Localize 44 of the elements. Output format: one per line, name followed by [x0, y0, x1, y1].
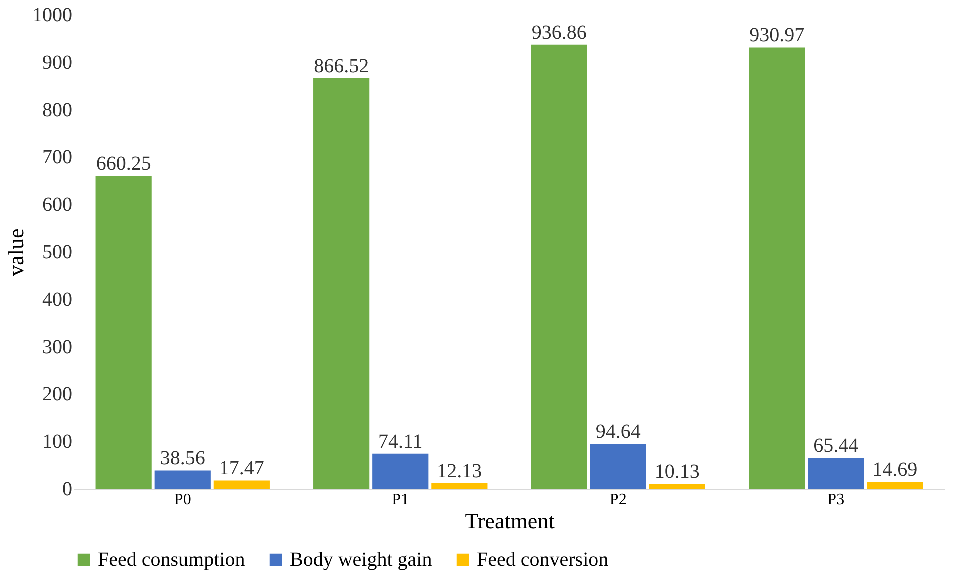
data-label: 74.11: [378, 430, 423, 453]
y-tick-label: 700: [42, 146, 72, 169]
x-axis-title: Treatment: [465, 508, 555, 534]
data-label: 936.86: [532, 22, 587, 44]
bar: [432, 483, 488, 489]
bar: [154, 470, 211, 489]
data-label: 12.13: [437, 460, 482, 482]
y-tick-label: 200: [42, 384, 72, 406]
bar: [649, 484, 706, 489]
data-label: 17.47: [219, 458, 264, 480]
data-label: 38.56: [160, 448, 206, 470]
data-label: 660.25: [96, 153, 152, 176]
bar: [531, 44, 588, 489]
y-tick-label: 0: [62, 478, 72, 500]
data-label: 94.64: [596, 421, 641, 444]
bar: [749, 48, 806, 489]
y-tick-label: 300: [42, 336, 72, 358]
y-tick-label: 400: [42, 288, 72, 311]
x-tick-label: P2: [610, 492, 627, 508]
data-label: 930.97: [750, 24, 805, 47]
x-tick-label: P0: [174, 492, 192, 508]
bar: [372, 454, 429, 489]
bar: [590, 444, 646, 489]
y-axis-title: value: [4, 228, 28, 276]
y-tick-label: 600: [42, 194, 72, 216]
y-tick-label: 1000: [32, 4, 72, 26]
x-tick-label: P1: [392, 492, 410, 508]
bar: [808, 458, 864, 489]
data-label: 14.69: [872, 459, 918, 482]
data-label: 65.44: [814, 434, 859, 457]
legend-label: Feed conversion: [477, 549, 609, 571]
bar: [214, 480, 270, 489]
y-tick-label: 500: [42, 242, 72, 264]
bar: [96, 176, 152, 489]
y-tick-label: 100: [42, 431, 72, 454]
y-tick-label: 800: [42, 99, 72, 122]
data-label: 10.13: [654, 461, 700, 484]
x-tick-label: P3: [828, 492, 845, 508]
bar: [867, 482, 924, 489]
data-label: 866.52: [314, 55, 370, 78]
bar: [314, 78, 370, 489]
y-tick-label: 900: [42, 52, 72, 74]
legend-label: Body weight gain: [290, 549, 432, 571]
legend-label: Feed consumption: [98, 549, 246, 571]
